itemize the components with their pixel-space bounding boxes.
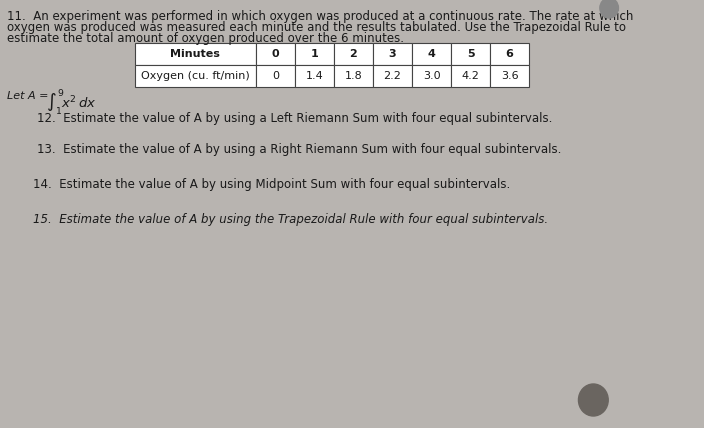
Text: 0: 0 [272, 71, 279, 81]
Text: 15.  Estimate the value of A by using the Trapezoidal Rule with four equal subin: 15. Estimate the value of A by using the… [32, 213, 548, 226]
Text: 1.4: 1.4 [306, 71, 323, 81]
Text: 3: 3 [389, 49, 396, 59]
FancyBboxPatch shape [490, 65, 529, 87]
Text: Minutes: Minutes [170, 49, 220, 59]
Text: 6: 6 [505, 49, 514, 59]
Text: 3.0: 3.0 [422, 71, 440, 81]
Text: 1.8: 1.8 [344, 71, 363, 81]
FancyBboxPatch shape [135, 43, 256, 65]
FancyBboxPatch shape [295, 65, 334, 87]
FancyBboxPatch shape [334, 43, 373, 65]
Text: 3.6: 3.6 [501, 71, 518, 81]
Text: 14.  Estimate the value of A by using Midpoint Sum with four equal subintervals.: 14. Estimate the value of A by using Mid… [32, 178, 510, 191]
Text: 1: 1 [310, 49, 318, 59]
Text: 4: 4 [427, 49, 436, 59]
FancyBboxPatch shape [451, 43, 490, 65]
FancyBboxPatch shape [490, 43, 529, 65]
FancyBboxPatch shape [256, 65, 295, 87]
Text: 0: 0 [272, 49, 279, 59]
Text: estimate the total amount of oxygen produced over the 6 minutes.: estimate the total amount of oxygen prod… [8, 32, 404, 45]
Text: Oxygen (cu. ft/min): Oxygen (cu. ft/min) [141, 71, 250, 81]
Text: Let A =: Let A = [8, 91, 52, 101]
Text: 2.2: 2.2 [384, 71, 401, 81]
Text: 12.  Estimate the value of A by using a Left Riemann Sum with four equal subinte: 12. Estimate the value of A by using a L… [37, 112, 553, 125]
Text: 5: 5 [467, 49, 474, 59]
Text: 2: 2 [349, 49, 357, 59]
FancyBboxPatch shape [135, 65, 256, 87]
FancyBboxPatch shape [334, 65, 373, 87]
FancyBboxPatch shape [412, 65, 451, 87]
Text: 13.  Estimate the value of A by using a Right Riemann Sum with four equal subint: 13. Estimate the value of A by using a R… [37, 143, 562, 156]
Text: 4.2: 4.2 [462, 71, 479, 81]
FancyBboxPatch shape [373, 65, 412, 87]
FancyBboxPatch shape [451, 65, 490, 87]
FancyBboxPatch shape [412, 43, 451, 65]
Text: $\int_1^9\!x^2\,dx$: $\int_1^9\!x^2\,dx$ [46, 87, 97, 117]
Circle shape [579, 384, 608, 416]
Text: 11.  An experiment was performed in which oxygen was produced at a continuous ra: 11. An experiment was performed in which… [8, 10, 634, 23]
FancyBboxPatch shape [256, 43, 295, 65]
FancyBboxPatch shape [373, 43, 412, 65]
Circle shape [600, 0, 618, 18]
FancyBboxPatch shape [295, 43, 334, 65]
Text: oxygen was produced was measured each minute and the results tabulated. Use the : oxygen was produced was measured each mi… [8, 21, 627, 34]
